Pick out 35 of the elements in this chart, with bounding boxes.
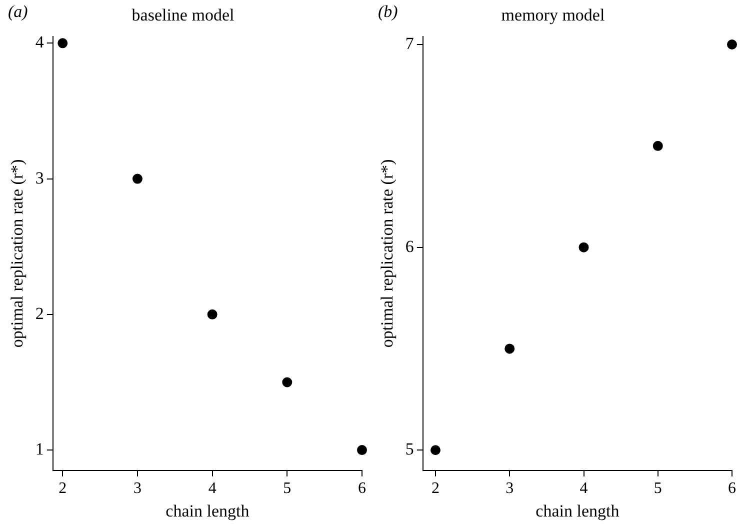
- x-tick-label: 5: [654, 480, 662, 498]
- text: (b): [378, 2, 398, 21]
- y-tick-label: 7: [405, 34, 414, 53]
- text: (a): [8, 2, 28, 21]
- point: [504, 344, 515, 354]
- x-tick-label: 2: [58, 480, 67, 498]
- point: [357, 445, 367, 456]
- x-tick-label: 3: [506, 480, 514, 498]
- point: [58, 38, 68, 48]
- y-tick-label: 6: [405, 236, 414, 256]
- y-tick-label: 2: [35, 304, 44, 323]
- point: [207, 309, 218, 320]
- y-axis-title: optimal replication rate (r*): [378, 159, 397, 348]
- x-tick-label: 4: [208, 480, 216, 498]
- y-tick-label: 5: [405, 440, 414, 459]
- point: [652, 140, 663, 151]
- y-tick-label: 3: [35, 168, 44, 188]
- y-tick-label: 4: [35, 32, 44, 52]
- x-axis-title: chain length: [536, 501, 620, 520]
- y-tick-label: 1: [35, 440, 44, 459]
- x-tick-label: 3: [133, 480, 142, 498]
- point: [727, 40, 737, 50]
- x-tick-label: 2: [432, 480, 440, 498]
- x-axis-title: chain length: [166, 501, 250, 520]
- x-tick-label: 6: [728, 480, 736, 498]
- point: [132, 174, 142, 184]
- y-axis-title: optimal replication rate (r*): [8, 159, 27, 348]
- point: [282, 377, 292, 388]
- chart-title: baseline model: [132, 6, 234, 25]
- point: [430, 445, 440, 456]
- point: [578, 242, 589, 252]
- x-tick-label: 5: [283, 480, 292, 498]
- chart-title: memory model: [501, 6, 605, 25]
- x-tick-label: 4: [580, 480, 588, 498]
- x-tick-label: 6: [358, 480, 366, 498]
